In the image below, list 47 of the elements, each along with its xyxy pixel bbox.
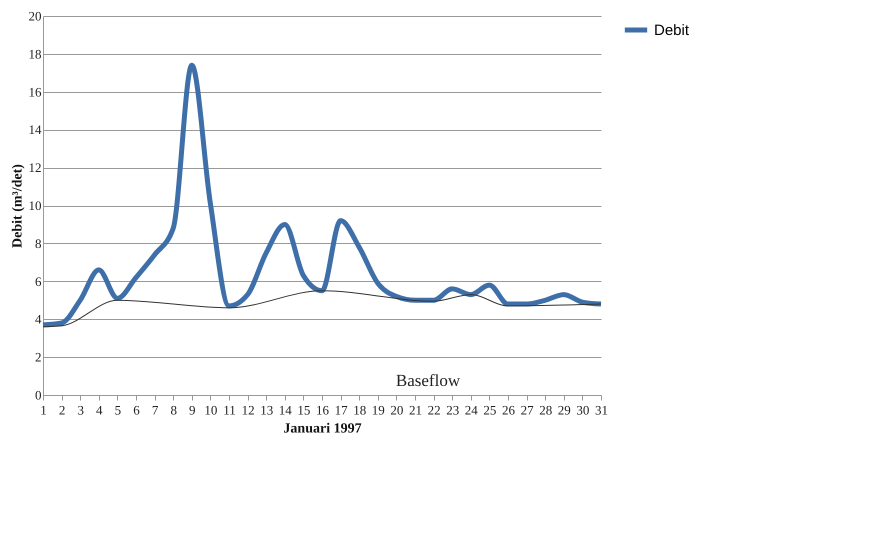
y-tick-label: 8 <box>35 236 42 251</box>
x-tick-label: 11 <box>223 402 236 418</box>
y-tick-label: 16 <box>28 84 42 100</box>
y-axis-title: Debit (m³/det) <box>10 164 26 248</box>
x-tick-label: 14 <box>278 402 292 418</box>
line-series <box>42 290 602 328</box>
x-tick-label: 30 <box>576 402 590 418</box>
y-tick-label: 0 <box>35 388 42 402</box>
x-tick-label: 21 <box>409 402 422 418</box>
y-tick-label: 2 <box>35 350 42 365</box>
x-tick-label: 4 <box>96 402 104 418</box>
x-axis-title: Januari 1997 <box>283 422 362 436</box>
y-tick-label: 18 <box>28 46 42 62</box>
x-tick-label: 16 <box>316 402 330 418</box>
x-tick-label: 17 <box>334 402 348 418</box>
y-tick-label: 14 <box>28 122 42 138</box>
x-tick-label: 31 <box>595 402 608 418</box>
x-tick-label: 20 <box>390 402 404 418</box>
x-tick-label: 19 <box>372 402 385 418</box>
legend-label: Debit <box>654 22 690 39</box>
x-tick-label: 2 <box>58 402 66 418</box>
x-tick-label: 8 <box>170 402 177 418</box>
y-tick-label: 12 <box>28 160 42 176</box>
x-tick-label: 23 <box>446 402 460 418</box>
y-tick-label: 6 <box>35 274 42 289</box>
x-tick-label: 18 <box>353 402 366 418</box>
x-tick-label: 24 <box>464 402 478 418</box>
x-tick-label: 3 <box>77 402 84 418</box>
x-tick-label: 27 <box>520 402 534 418</box>
x-tick-label: 28 <box>539 402 552 418</box>
x-tick-label: 22 <box>428 402 441 418</box>
x-tick-label: 25 <box>483 402 496 418</box>
x-tick-label: 9 <box>189 402 196 418</box>
x-tick-label: 1 <box>40 402 47 418</box>
x-tick-label: 6 <box>133 402 140 418</box>
x-tick-label: 26 <box>502 402 516 418</box>
x-tick-label: 15 <box>297 402 310 418</box>
x-tick-label: 10 <box>204 402 218 418</box>
y-tick-label: 4 <box>35 312 42 327</box>
x-tick-label: 7 <box>152 402 159 418</box>
annotation: Baseflow <box>396 371 461 390</box>
x-tick-label: 29 <box>558 402 571 418</box>
x-tick-label: 13 <box>260 402 274 418</box>
x-tick-label: 12 <box>242 402 255 418</box>
y-tick-label: 10 <box>28 198 42 213</box>
y-tick-label: 20 <box>28 8 42 24</box>
x-tick-label: 5 <box>114 402 122 418</box>
